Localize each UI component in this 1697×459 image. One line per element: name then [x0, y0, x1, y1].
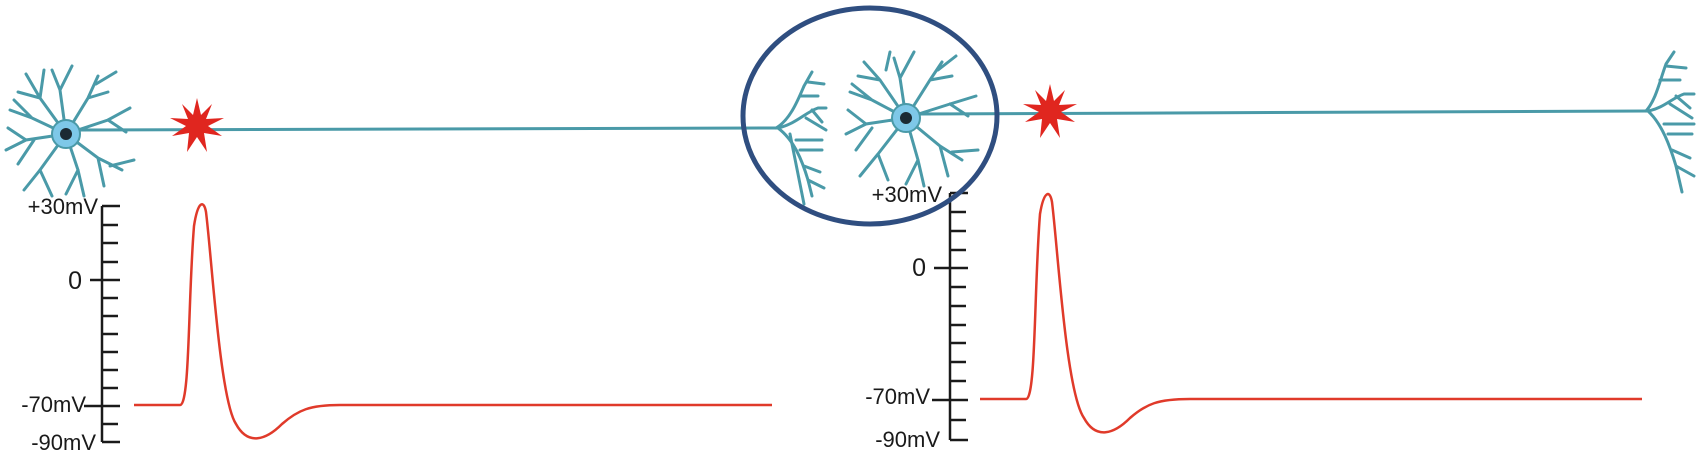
- neuron-2-axon-terminal: [1644, 50, 1696, 194]
- neuron-2-axon: [919, 109, 1649, 116]
- neuron-1-nucleus: [60, 128, 72, 140]
- scale-1-label-top: +30mV: [28, 194, 99, 219]
- stimulus-star-1: [170, 98, 224, 152]
- voltage-scale-1: [84, 204, 120, 444]
- scale-2-label-zero: 0: [912, 254, 926, 282]
- left-panel: +30mV 0 -70mV -90mV: [4, 64, 828, 455]
- right-panel: +30mV 0 -70mV -90mV: [844, 50, 1696, 452]
- action-potential-trace-2: [980, 192, 1642, 434]
- scale-1-label-bottom: -90mV: [31, 430, 96, 455]
- neuron-2-nucleus: [900, 112, 912, 124]
- scale-2-label-top: +30mV: [872, 182, 943, 207]
- action-potential-trace-1: [134, 203, 772, 440]
- stimulus-star-2: [1023, 84, 1077, 138]
- voltage-scale-2: [932, 191, 968, 442]
- scale-2-label-bottom: -90mV: [875, 427, 940, 452]
- scale-1-label-rest: -70mV: [21, 392, 86, 417]
- highlight-circle: [740, 5, 1000, 227]
- scale-1-label-zero: 0: [68, 267, 82, 295]
- neuron-1-axon-terminal: [774, 70, 828, 206]
- scale-2-label-rest: -70mV: [865, 384, 930, 409]
